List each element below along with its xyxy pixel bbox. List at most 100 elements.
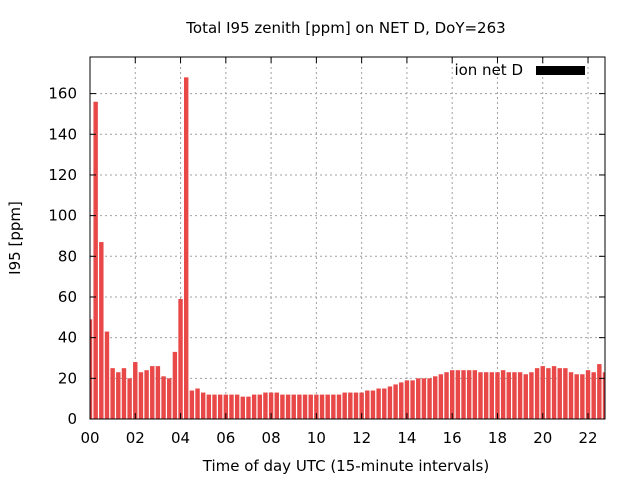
bar xyxy=(302,394,308,419)
bar xyxy=(489,372,495,419)
y-axis-label: I95 [ppm] xyxy=(6,201,24,275)
y-tick-label: 140 xyxy=(48,125,77,143)
bar xyxy=(138,372,144,419)
bar xyxy=(472,370,478,419)
bar xyxy=(557,368,562,419)
y-tick-label: 0 xyxy=(67,410,77,428)
bar xyxy=(178,299,183,419)
bar xyxy=(353,392,359,419)
bar xyxy=(161,376,166,419)
bar xyxy=(121,368,127,419)
x-tick-label: 14 xyxy=(397,429,416,447)
x-tick-label: 02 xyxy=(126,429,145,447)
bar xyxy=(195,388,200,419)
grid xyxy=(90,57,605,419)
x-tick-labels: 00 02 04 06 08 10 12 14 16 18 20 22 xyxy=(80,429,597,447)
bar xyxy=(331,394,336,419)
bar xyxy=(597,364,602,419)
bar xyxy=(449,370,455,419)
bar xyxy=(189,390,195,419)
bar xyxy=(478,372,483,419)
bar xyxy=(133,362,138,419)
bar xyxy=(184,77,189,419)
bar xyxy=(534,368,540,419)
bar xyxy=(580,374,585,419)
bar xyxy=(433,376,438,419)
bar xyxy=(200,392,206,419)
bar xyxy=(229,394,234,419)
bar xyxy=(455,370,461,419)
bar xyxy=(382,388,387,419)
y-tick-label: 20 xyxy=(58,369,77,387)
x-tick-label: 18 xyxy=(488,429,507,447)
bar xyxy=(483,372,489,419)
bar xyxy=(263,392,268,419)
bar xyxy=(246,396,251,419)
x-tick-label: 12 xyxy=(352,429,371,447)
bar xyxy=(444,372,449,419)
bar xyxy=(438,374,444,419)
bar xyxy=(404,380,410,419)
bar xyxy=(427,378,432,419)
bar xyxy=(285,394,291,419)
bar xyxy=(268,392,274,419)
bar xyxy=(546,368,551,419)
bar xyxy=(93,101,98,419)
bar xyxy=(167,378,172,419)
bar xyxy=(172,351,178,419)
bar xyxy=(574,374,579,419)
x-tick-label: 16 xyxy=(443,429,462,447)
bar xyxy=(359,392,364,419)
bar xyxy=(540,366,545,419)
y-tick-label: 80 xyxy=(58,247,77,265)
x-tick-label: 22 xyxy=(578,429,597,447)
bar xyxy=(421,378,427,419)
x-tick-label: 04 xyxy=(171,429,190,447)
bar xyxy=(376,388,381,419)
bar xyxy=(308,394,313,419)
y-tick-label: 120 xyxy=(48,166,77,184)
bar xyxy=(387,386,393,419)
bar xyxy=(325,394,330,419)
bar xyxy=(212,394,217,419)
y-tick-label: 40 xyxy=(58,329,77,347)
bar xyxy=(155,366,161,419)
bar xyxy=(416,378,421,419)
bar xyxy=(257,394,262,419)
bar xyxy=(206,394,212,419)
bar xyxy=(223,394,229,419)
bar xyxy=(336,394,342,419)
bar xyxy=(399,382,404,419)
bar xyxy=(585,370,591,419)
bar xyxy=(410,380,415,419)
bar xyxy=(297,394,302,419)
x-tick-label: 08 xyxy=(262,429,281,447)
bar xyxy=(461,370,466,419)
bars xyxy=(90,77,605,419)
legend-label: ion net D xyxy=(454,61,523,79)
y-tick-label: 60 xyxy=(58,288,77,306)
bar xyxy=(90,319,93,419)
bar xyxy=(240,396,246,419)
bar xyxy=(319,394,325,419)
bar xyxy=(274,392,279,419)
bar xyxy=(99,242,104,419)
bar xyxy=(568,372,574,419)
axis-ticks xyxy=(89,57,605,420)
bar xyxy=(466,370,472,419)
bar xyxy=(104,331,110,419)
y-tick-label: 100 xyxy=(48,207,77,225)
bar xyxy=(217,394,223,419)
x-axis-label: Time of day UTC (15-minute intervals) xyxy=(202,457,489,475)
x-tick-label: 06 xyxy=(216,429,235,447)
bar xyxy=(591,372,596,419)
bar xyxy=(251,394,257,419)
chart-title: Total I95 zenith [ppm] on NET D, DoY=263 xyxy=(185,19,505,37)
bar xyxy=(144,370,149,419)
bar xyxy=(517,372,523,419)
plot-frame xyxy=(89,56,606,420)
legend: ion net D xyxy=(454,61,585,79)
bar xyxy=(342,392,347,419)
bar xyxy=(602,372,605,419)
